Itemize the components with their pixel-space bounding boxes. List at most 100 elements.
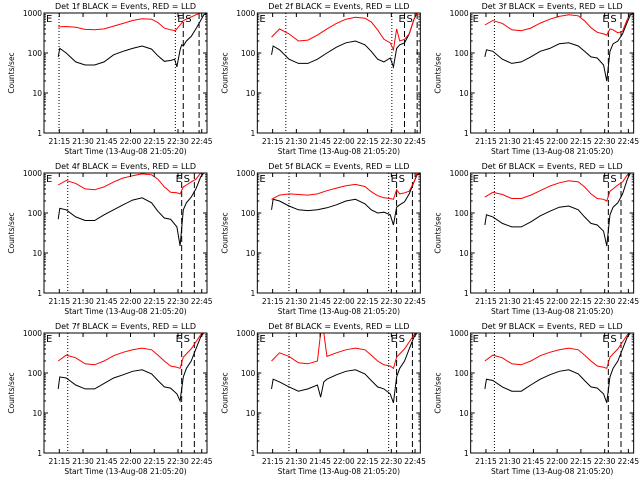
- series-events: [271, 173, 421, 226]
- y-axis-label: Counts/sec: [434, 372, 443, 413]
- x-tick-label: 22:15: [570, 457, 592, 466]
- x-tick-label: 22:45: [404, 457, 426, 466]
- series-events: [57, 333, 207, 403]
- x-tick-label: 21:45: [523, 457, 545, 466]
- x-tick-label: 21:45: [96, 137, 118, 146]
- y-tick-label: 1000: [450, 9, 469, 18]
- y-tick-label: 100: [28, 369, 43, 378]
- y-tick-label: 100: [454, 369, 469, 378]
- x-tick-label: 21:45: [96, 297, 118, 306]
- series-events: [271, 333, 421, 403]
- y-tick-label: 10: [459, 89, 469, 98]
- panel-title: Det 3f BLACK = Events, RED = LLD: [482, 2, 623, 11]
- y-tick-label: 1: [37, 449, 42, 458]
- y-tick-label: 10: [459, 249, 469, 258]
- x-axis-label: Start Time (13-Aug-08 21:05:20): [491, 307, 613, 316]
- x-tick-label: 22:15: [143, 137, 165, 146]
- y-tick-label: 1: [251, 289, 256, 298]
- x-tick-label: 21:15: [48, 457, 70, 466]
- x-tick-label: 22:30: [594, 297, 616, 306]
- y-tick-label: 1: [37, 289, 42, 298]
- marker-e: E: [473, 334, 479, 345]
- x-tick-label: 22:45: [618, 297, 640, 306]
- marker-s: S: [184, 174, 190, 185]
- y-axis-label: Counts/sec: [220, 212, 229, 253]
- x-axis-label: Start Time (13-Aug-08 21:05:20): [278, 147, 400, 156]
- plot-frame: [256, 172, 421, 294]
- marker-e: E: [46, 334, 52, 345]
- series-lld: [484, 173, 634, 202]
- x-tick-label: 21:30: [286, 297, 308, 306]
- x-axis-label: Start Time (13-Aug-08 21:05:20): [278, 467, 400, 476]
- y-tick-label: 10: [32, 89, 42, 98]
- x-tick-label: 22:45: [191, 297, 213, 306]
- marker-s: S: [399, 174, 405, 185]
- series-lld: [484, 13, 634, 36]
- series-events: [57, 173, 207, 247]
- x-tick-label: 21:45: [523, 297, 545, 306]
- y-tick-label: 10: [459, 409, 469, 418]
- x-tick-label: 22:15: [357, 137, 379, 146]
- plot-frame: [470, 332, 635, 454]
- marker-e-flare: E: [602, 14, 608, 25]
- marker-s: S: [610, 334, 616, 345]
- panel-title: Det 5f BLACK = Events, RED = LLD: [268, 162, 409, 171]
- marker-e: E: [473, 14, 479, 25]
- plot-frame: [43, 332, 208, 454]
- series-lld: [57, 173, 207, 195]
- marker-e: E: [259, 334, 265, 345]
- y-tick-label: 1000: [236, 329, 255, 338]
- x-tick-label: 21:15: [475, 137, 497, 146]
- x-tick-label: 22:45: [191, 457, 213, 466]
- x-tick-label: 21:30: [72, 457, 94, 466]
- series-events: [484, 13, 634, 82]
- x-tick-label: 22:00: [333, 137, 355, 146]
- y-tick-label: 100: [28, 49, 43, 58]
- y-tick-label: 100: [241, 209, 256, 218]
- x-tick-label: 22:15: [143, 297, 165, 306]
- y-tick-label: 1000: [23, 9, 42, 18]
- x-tick-label: 21:15: [262, 137, 284, 146]
- x-axis-label: Start Time (13-Aug-08 21:05:20): [278, 307, 400, 316]
- x-tick-label: 22:00: [333, 457, 355, 466]
- x-tick-label: 21:15: [48, 297, 70, 306]
- y-tick-label: 10: [32, 249, 42, 258]
- x-tick-label: 22:15: [357, 297, 379, 306]
- x-tick-label: 22:00: [120, 137, 142, 146]
- series-lld: [484, 333, 634, 370]
- series-events: [271, 13, 421, 69]
- plot-frame: [470, 172, 635, 294]
- y-axis-label: Counts/sec: [220, 52, 229, 93]
- y-tick-label: 100: [28, 209, 43, 218]
- x-tick-label: 21:45: [309, 137, 331, 146]
- y-axis-label: Counts/sec: [220, 372, 229, 413]
- x-tick-label: 22:30: [381, 297, 403, 306]
- marker-e: E: [473, 174, 479, 185]
- panel-title: Det 7f BLACK = Events, RED = LLD: [55, 322, 196, 331]
- y-tick-label: 1: [251, 449, 256, 458]
- x-tick-label: 22:00: [333, 297, 355, 306]
- x-tick-label: 22:30: [167, 297, 189, 306]
- x-tick-label: 22:00: [546, 297, 568, 306]
- x-tick-label: 22:30: [594, 457, 616, 466]
- series-events: [484, 333, 634, 403]
- marker-s: S: [399, 334, 405, 345]
- y-tick-label: 1: [464, 449, 469, 458]
- series-lld: [57, 333, 207, 370]
- x-tick-label: 21:15: [48, 137, 70, 146]
- marker-e-flare: E: [602, 174, 608, 185]
- x-tick-label: 22:45: [618, 457, 640, 466]
- y-axis-label: Counts/sec: [434, 212, 443, 253]
- y-tick-label: 100: [241, 49, 256, 58]
- x-axis-label: Start Time (13-Aug-08 21:05:20): [491, 467, 613, 476]
- x-axis-label: Start Time (13-Aug-08 21:05:20): [491, 147, 613, 156]
- marker-e-flare: E: [177, 14, 183, 25]
- marker-s: S: [610, 14, 616, 25]
- plot-frame: [256, 12, 421, 134]
